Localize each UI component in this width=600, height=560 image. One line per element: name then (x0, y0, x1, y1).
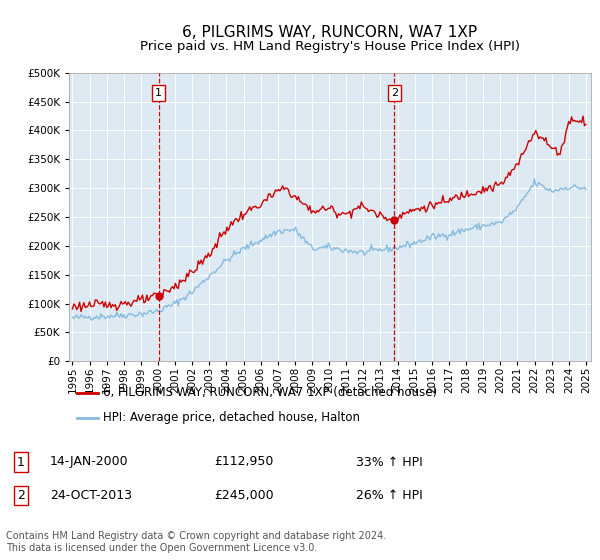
Text: 26% ↑ HPI: 26% ↑ HPI (356, 489, 422, 502)
Text: £245,000: £245,000 (215, 489, 274, 502)
Text: 1: 1 (155, 88, 162, 98)
Text: 14-JAN-2000: 14-JAN-2000 (50, 455, 129, 469)
Text: 6, PILGRIMS WAY, RUNCORN, WA7 1XP: 6, PILGRIMS WAY, RUNCORN, WA7 1XP (182, 25, 478, 40)
Text: 6, PILGRIMS WAY, RUNCORN, WA7 1XP (detached house): 6, PILGRIMS WAY, RUNCORN, WA7 1XP (detac… (103, 386, 437, 399)
Text: 24-OCT-2013: 24-OCT-2013 (50, 489, 132, 502)
Text: 2: 2 (17, 489, 25, 502)
Text: Contains HM Land Registry data © Crown copyright and database right 2024.: Contains HM Land Registry data © Crown c… (6, 531, 386, 541)
Text: This data is licensed under the Open Government Licence v3.0.: This data is licensed under the Open Gov… (6, 543, 317, 553)
Text: £112,950: £112,950 (215, 455, 274, 469)
Text: HPI: Average price, detached house, Halton: HPI: Average price, detached house, Halt… (103, 412, 360, 424)
Text: Price paid vs. HM Land Registry's House Price Index (HPI): Price paid vs. HM Land Registry's House … (140, 40, 520, 53)
Text: 1: 1 (17, 455, 25, 469)
Text: 33% ↑ HPI: 33% ↑ HPI (356, 455, 422, 469)
Text: 2: 2 (391, 88, 398, 98)
